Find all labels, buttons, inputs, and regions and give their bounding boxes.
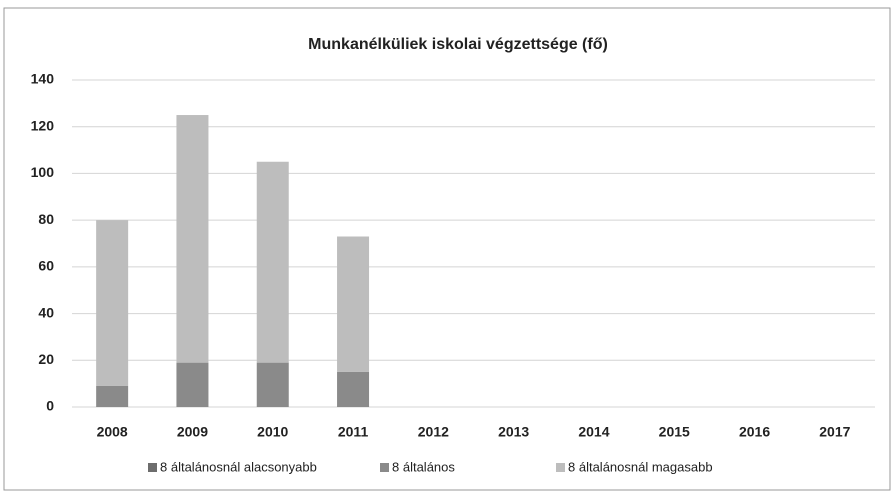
bar-segment xyxy=(96,220,129,386)
legend-label: 8 általánosnál magasabb xyxy=(568,459,713,474)
x-tick-label: 2015 xyxy=(659,424,690,440)
legend-swatch xyxy=(556,463,565,472)
x-tick-label: 2010 xyxy=(257,424,288,440)
legend-label: 8 általánosnál alacsonyabb xyxy=(160,459,317,474)
x-tick-label: 2008 xyxy=(97,424,128,440)
x-tick-label: 2009 xyxy=(177,424,208,440)
x-tick-label: 2017 xyxy=(819,424,850,440)
y-tick-label: 140 xyxy=(31,71,55,87)
bar-segment xyxy=(176,115,209,363)
y-tick-label: 40 xyxy=(38,304,54,320)
chart-title: Munkanélküliek iskolai végzettsége (fő) xyxy=(308,36,608,53)
bar-segment xyxy=(256,161,289,363)
y-tick-label: 60 xyxy=(38,258,54,274)
bar-segment xyxy=(337,371,370,407)
x-tick-label: 2011 xyxy=(338,424,369,440)
y-tick-label: 20 xyxy=(38,351,54,367)
bar-segment xyxy=(96,385,129,407)
bar-segment xyxy=(256,362,289,407)
y-tick-label: 80 xyxy=(38,211,54,227)
x-tick-label: 2012 xyxy=(418,424,449,440)
y-tick-label: 100 xyxy=(31,164,55,180)
legend-swatch xyxy=(148,463,157,472)
y-tick-label: 0 xyxy=(46,398,54,414)
bar-segment xyxy=(337,236,370,372)
x-tick-label: 2013 xyxy=(498,424,529,440)
legend-label: 8 általános xyxy=(392,459,455,474)
y-tick-label: 120 xyxy=(31,117,55,133)
x-tick-label: 2014 xyxy=(578,424,609,440)
legend-swatch xyxy=(380,463,389,472)
x-tick-label: 2016 xyxy=(739,424,770,440)
bar-segment xyxy=(176,362,209,407)
chart-frame xyxy=(3,7,891,491)
